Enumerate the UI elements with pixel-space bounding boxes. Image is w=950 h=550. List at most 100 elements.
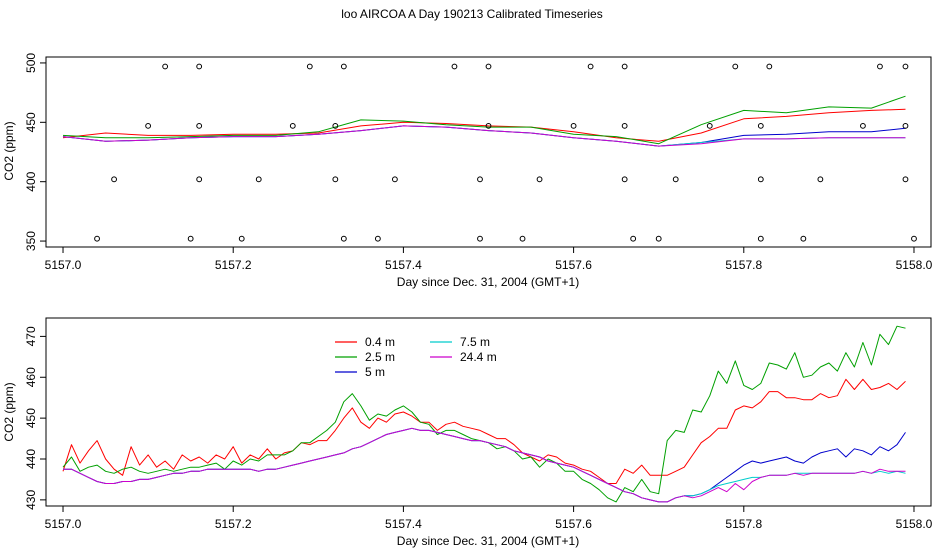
calibration-point <box>766 63 773 70</box>
calibration-point <box>587 63 594 70</box>
calibration-point <box>340 63 347 70</box>
series-line-2 <box>62 95 906 145</box>
figure-title: loo AIRCOA A Day 190213 Calibrated Times… <box>341 7 602 21</box>
top-series-lines <box>62 95 906 147</box>
calibration-point <box>187 235 194 242</box>
top-calibration-points <box>94 63 917 242</box>
bottom-plot-frame <box>45 317 932 507</box>
series-line-7-5-m <box>63 427 906 503</box>
top-x-axis-label: Day since Dec. 31, 2004 (GMT+1) <box>397 275 579 289</box>
calibration-point <box>800 235 807 242</box>
y-tick-label: 430 <box>24 490 38 510</box>
calibration-point <box>911 235 917 242</box>
x-tick-label: 5157.8 <box>725 517 762 531</box>
calibration-point <box>655 235 662 242</box>
calibration-point <box>621 176 628 183</box>
calibration-point <box>757 235 764 242</box>
x-tick-label: 5157.4 <box>385 517 422 531</box>
legend-label-7-5-m: 7.5 m <box>460 335 490 349</box>
legend-label-0-4-m: 0.4 m <box>365 335 395 349</box>
series-line-4 <box>62 125 906 147</box>
calibration-point <box>621 63 628 70</box>
calibration-point <box>621 122 628 129</box>
calibration-point <box>162 63 169 70</box>
calibration-point <box>672 176 679 183</box>
legend-label-24-4-m: 24.4 m <box>460 350 497 364</box>
top-y-axis: 350 400 450 500 <box>24 53 46 251</box>
y-tick-label: 450 <box>24 112 38 132</box>
x-tick-label: 5158.0 <box>896 517 933 531</box>
calibration-point <box>757 176 764 183</box>
x-tick-label: 5157.6 <box>555 258 592 272</box>
calibration-point <box>485 63 492 70</box>
series-line-3 <box>62 125 906 147</box>
series-line-1 <box>62 108 906 142</box>
calibration-point <box>902 63 909 70</box>
calibration-point <box>94 235 100 242</box>
y-tick-label: 500 <box>24 53 38 73</box>
calibration-point <box>519 235 526 242</box>
x-tick-label: 5157.8 <box>725 258 762 272</box>
series-line-0-4-m <box>62 378 906 484</box>
x-tick-label: 5158.0 <box>896 258 933 272</box>
y-tick-label: 470 <box>24 326 38 346</box>
y-tick-label: 460 <box>24 367 38 387</box>
calibration-point <box>451 63 458 70</box>
top-x-axis: 5157.0 5157.2 5157.4 5157.6 5157.8 5158.0 <box>45 247 933 272</box>
top-panel: 5157.0 5157.2 5157.4 5157.6 5157.8 5158.0 350… <box>2 53 933 289</box>
calibration-point <box>877 63 883 70</box>
bottom-series-lines <box>62 325 906 503</box>
calibration-point <box>817 176 824 183</box>
calibration-point <box>477 235 483 242</box>
calibration-point <box>757 122 764 129</box>
legend-label-5-m: 5 m <box>365 365 385 379</box>
calibration-point <box>477 176 483 183</box>
calibration-point <box>238 235 245 242</box>
top-y-axis-label: CO2 (ppm) <box>2 121 16 180</box>
x-tick-label: 5157.4 <box>385 258 422 272</box>
calibration-point <box>902 122 909 129</box>
calibration-point <box>196 63 203 70</box>
calibration-point <box>391 176 398 183</box>
x-tick-label: 5157.6 <box>555 517 592 531</box>
calibration-point <box>706 122 713 129</box>
calibration-point <box>340 235 347 242</box>
top-plot-frame <box>45 56 932 248</box>
y-tick-label: 400 <box>24 171 38 191</box>
calibration-point <box>145 122 152 129</box>
bottom-panel: 5157.0 5157.2 5157.4 5157.6 5157.8 5158.0 430… <box>2 317 933 548</box>
calibration-point <box>536 176 543 183</box>
calibration-point <box>374 235 381 242</box>
x-tick-label: 5157.2 <box>215 517 252 531</box>
bottom-x-axis-label: Day since Dec. 31, 2004 (GMT+1) <box>397 534 579 548</box>
calibration-point <box>306 63 313 70</box>
series-line-5-m <box>63 427 906 503</box>
calibration-point <box>630 235 637 242</box>
y-tick-label: 350 <box>24 231 38 251</box>
calibration-point <box>196 122 203 129</box>
legend: 0.4 m2.5 m5 m 7.5 m24.4 m <box>335 335 497 379</box>
series-line-5 <box>62 125 906 147</box>
y-tick-label: 440 <box>24 449 38 469</box>
y-tick-label: 450 <box>24 408 38 428</box>
calibration-point <box>332 176 339 183</box>
legend-label-2-5-m: 2.5 m <box>365 350 395 364</box>
bottom-y-axis-label: CO2 (ppm) <box>2 382 16 441</box>
bottom-x-axis: 5157.0 5157.2 5157.4 5157.6 5157.8 5158.0 <box>45 506 933 531</box>
calibration-point <box>332 122 339 129</box>
calibration-point <box>111 176 117 183</box>
calibration-point <box>485 122 492 129</box>
bottom-y-axis: 430 440 450 460 470 <box>24 326 46 510</box>
calibration-point <box>196 176 203 183</box>
calibration-point <box>570 122 577 129</box>
series-line-24-4-m <box>63 427 906 503</box>
x-tick-label: 5157.0 <box>45 517 82 531</box>
x-tick-label: 5157.0 <box>45 258 82 272</box>
calibration-point <box>289 122 296 129</box>
calibration-point <box>255 176 262 183</box>
calibration-point <box>732 63 739 70</box>
x-tick-label: 5157.2 <box>215 258 252 272</box>
calibration-point <box>902 176 909 183</box>
calibration-point <box>860 122 866 129</box>
